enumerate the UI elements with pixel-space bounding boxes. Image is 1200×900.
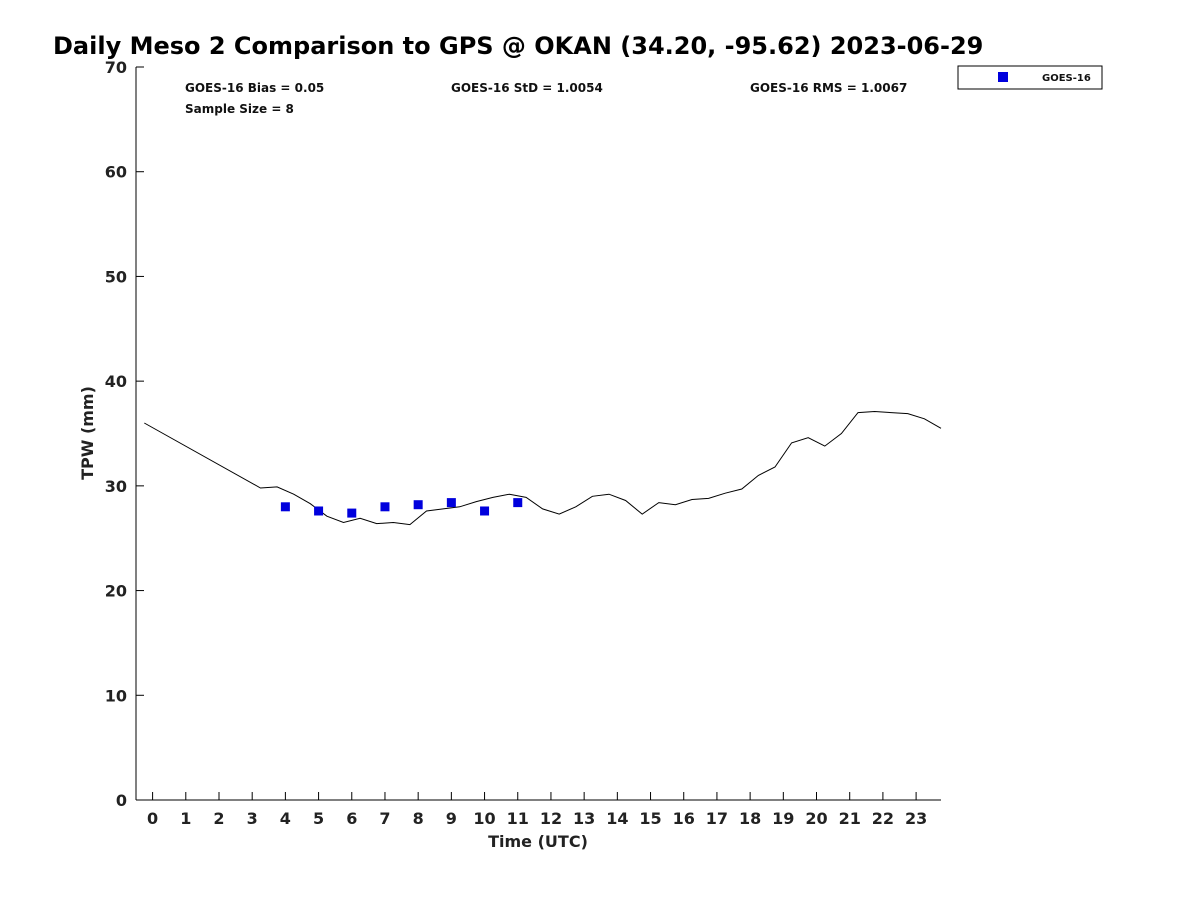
- y-tick-label: 10: [105, 686, 127, 705]
- sample-size-stat: Sample Size = 8: [185, 102, 294, 116]
- legend-label: GOES-16: [1042, 73, 1091, 84]
- x-tick-label: 10: [473, 809, 495, 828]
- x-tick-label: 9: [446, 809, 457, 828]
- x-tick-label: 17: [706, 809, 728, 828]
- x-tick-label: 15: [639, 809, 661, 828]
- x-tick-label: 23: [905, 809, 927, 828]
- x-tick-label: 22: [872, 809, 894, 828]
- y-ticks: 0 10 20 30 40 50 60 70: [105, 58, 144, 810]
- legend: GOES-16: [957, 65, 1103, 90]
- x-tick-label: 2: [213, 809, 224, 828]
- rms-stat: GOES-16 RMS = 1.0067: [750, 81, 907, 95]
- y-tick-label: 60: [105, 163, 127, 182]
- goes16-point: [347, 508, 357, 518]
- x-tick-label: 19: [772, 809, 794, 828]
- x-tick-label: 7: [379, 809, 390, 828]
- legend-marker: [998, 72, 1008, 82]
- x-tick-label: 18: [739, 809, 761, 828]
- gps-tpw-line: [144, 410, 942, 526]
- x-tick-label: 11: [507, 809, 529, 828]
- goes16-scatter-series: [280, 498, 523, 518]
- y-tick-label: 0: [116, 791, 127, 810]
- y-tick-label: 20: [105, 582, 127, 601]
- x-ticks: 0 1 2 3 4 5 6 7 8 9 10 11 12 13 14 15 16 17 18 19 20 21 22 23: [147, 792, 927, 828]
- chart-title: Daily Meso 2 Comparison to GPS @ OKAN (3…: [53, 32, 983, 60]
- goes16-point: [280, 502, 290, 512]
- bias-stat: GOES-16 Bias = 0.05: [185, 81, 324, 95]
- goes16-point: [446, 498, 456, 508]
- x-tick-label: 4: [280, 809, 291, 828]
- goes16-point: [380, 502, 390, 512]
- y-tick-label: 40: [105, 372, 127, 391]
- legend-box: [957, 65, 1103, 90]
- x-tick-label: 8: [413, 809, 424, 828]
- goes16-point: [314, 506, 324, 516]
- x-axis-label: Time (UTC): [488, 832, 588, 851]
- gps-line-series: [144, 410, 942, 526]
- x-tick-label: 6: [346, 809, 357, 828]
- y-tick-label: 30: [105, 477, 127, 496]
- x-tick-label: 1: [180, 809, 191, 828]
- y-tick-label: 70: [105, 58, 127, 77]
- x-tick-label: 20: [805, 809, 827, 828]
- x-tick-label: 5: [313, 809, 324, 828]
- y-axis-label: TPW (mm): [78, 386, 97, 480]
- x-tick-label: 14: [606, 809, 628, 828]
- std-stat: GOES-16 StD = 1.0054: [451, 81, 603, 95]
- x-tick-label: 12: [540, 809, 562, 828]
- y-tick-label: 50: [105, 267, 127, 286]
- x-tick-label: 16: [673, 809, 695, 828]
- x-tick-label: 3: [247, 809, 258, 828]
- x-tick-label: 21: [839, 809, 861, 828]
- x-tick-label: 0: [147, 809, 158, 828]
- goes16-point: [480, 506, 490, 516]
- goes16-point: [413, 500, 423, 510]
- x-tick-label: 13: [573, 809, 595, 828]
- goes16-point: [513, 498, 523, 508]
